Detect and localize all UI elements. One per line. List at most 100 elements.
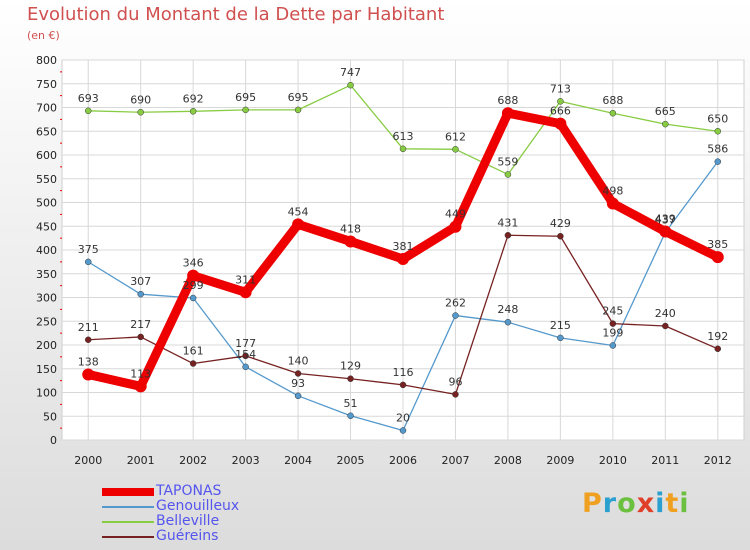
x-tick-label: 2009 [546, 454, 574, 467]
data-label-genouilleux: 375 [78, 243, 99, 256]
legend-label: Belleville [156, 513, 220, 529]
legend-label: TAPONAS [156, 483, 222, 499]
data-label-taponas: 688 [497, 94, 518, 107]
data-point-belleville [294, 106, 302, 114]
data-point-taponas [449, 220, 462, 233]
data-label-genouilleux: 262 [445, 297, 466, 310]
x-tick-label: 2002 [179, 454, 207, 467]
data-label-genouilleux: 248 [497, 303, 518, 316]
x-tick-label: 2001 [127, 454, 155, 467]
y-tick-label: 450 [36, 220, 57, 233]
data-point-genouilleux [137, 290, 144, 298]
data-point-gureins [399, 381, 407, 389]
data-label-belleville: 693 [78, 92, 99, 105]
data-point-belleville [609, 109, 617, 117]
data-label-taponas: 498 [602, 184, 623, 197]
data-point-taponas [292, 218, 305, 231]
legend-label: Genouilleux [156, 498, 240, 514]
data-label-gureins: 177 [235, 337, 256, 350]
data-point-genouilleux [242, 363, 249, 371]
data-label-gureins: 116 [393, 366, 414, 379]
y-tick-label: 500 [36, 197, 57, 210]
data-label-belleville: 690 [130, 93, 151, 106]
data-point-taponas [501, 107, 514, 120]
data-point-genouilleux [504, 318, 512, 326]
legend-swatch-guereins [102, 536, 154, 538]
data-label-genouilleux: 437 [655, 213, 676, 226]
data-label-belleville: 650 [707, 112, 728, 125]
data-label-belleville: 559 [497, 155, 518, 168]
data-label-belleville: 612 [445, 130, 466, 143]
data-point-genouilleux [452, 312, 459, 319]
data-label-genouilleux: 199 [602, 326, 623, 339]
data-point-genouilleux [557, 334, 564, 342]
data-point-taponas [239, 286, 252, 299]
x-tick-label: 2004 [284, 454, 312, 467]
data-label-taponas: 439 [655, 212, 676, 225]
y-tick-label: 200 [36, 339, 57, 352]
data-label-gureins: 96 [448, 375, 462, 388]
data-point-gureins [242, 352, 249, 360]
x-tick-label: 2011 [651, 454, 679, 467]
data-point-belleville [347, 81, 354, 89]
x-tick-label: 2008 [494, 454, 522, 467]
data-point-taponas [344, 235, 357, 248]
y-tick-label: 650 [36, 125, 57, 138]
data-point-genouilleux [609, 342, 617, 349]
data-point-genouilleux [347, 412, 354, 420]
legend-label: Guéreins [156, 528, 219, 544]
data-label-taponas: 454 [288, 205, 309, 218]
data-point-belleville [242, 106, 249, 114]
data-point-genouilleux [714, 158, 722, 165]
data-label-taponas: 113 [130, 367, 151, 380]
brand-letter: i [655, 488, 666, 519]
data-label-genouilleux: 51 [344, 397, 358, 410]
data-point-belleville [84, 107, 92, 115]
y-tick-label: 50 [43, 410, 57, 423]
data-point-taponas [606, 197, 619, 210]
data-point-gureins [347, 375, 354, 382]
data-label-belleville: 695 [288, 91, 309, 104]
data-point-gureins [504, 232, 512, 239]
legend-swatch-belleville [102, 521, 154, 523]
brand-logo: Proxiti [582, 488, 690, 519]
data-label-genouilleux: 215 [550, 319, 571, 332]
y-tick-label: 700 [36, 102, 57, 115]
data-point-taponas [187, 269, 200, 282]
data-label-gureins: 192 [707, 330, 728, 343]
y-tick-label: 150 [36, 363, 57, 376]
data-point-belleville [557, 98, 564, 105]
y-tick-label: 250 [36, 315, 57, 328]
x-tick-label: 2005 [337, 454, 365, 467]
data-point-gureins [609, 320, 617, 327]
data-label-taponas: 346 [183, 257, 204, 270]
data-point-belleville [189, 108, 197, 115]
data-label-belleville: 665 [655, 105, 676, 118]
y-tick-label: 350 [36, 268, 57, 281]
brand-letter: r [602, 488, 618, 519]
data-label-gureins: 217 [130, 318, 151, 331]
data-label-belleville: 688 [602, 94, 623, 107]
data-point-belleville [504, 171, 512, 178]
x-tick-label: 2007 [441, 454, 469, 467]
y-tick-label: 600 [36, 149, 57, 162]
y-tick-label: 0 [50, 434, 57, 447]
data-point-genouilleux [294, 392, 302, 400]
data-label-gureins: 245 [602, 305, 623, 318]
data-label-taponas: 385 [707, 238, 728, 251]
data-label-gureins: 240 [655, 307, 676, 320]
data-label-belleville: 692 [183, 92, 204, 105]
x-tick-label: 2012 [704, 454, 732, 467]
data-point-taponas [134, 380, 147, 393]
data-point-belleville [662, 120, 669, 128]
brand-letter: o [617, 488, 637, 519]
brand-letter: x [636, 488, 656, 519]
data-point-gureins [137, 333, 144, 341]
data-label-genouilleux: 586 [707, 143, 728, 156]
data-label-belleville: 613 [393, 130, 414, 143]
data-point-gureins [662, 322, 669, 330]
data-point-taponas [397, 253, 409, 266]
data-point-gureins [84, 336, 92, 344]
data-point-genouilleux [84, 258, 92, 266]
